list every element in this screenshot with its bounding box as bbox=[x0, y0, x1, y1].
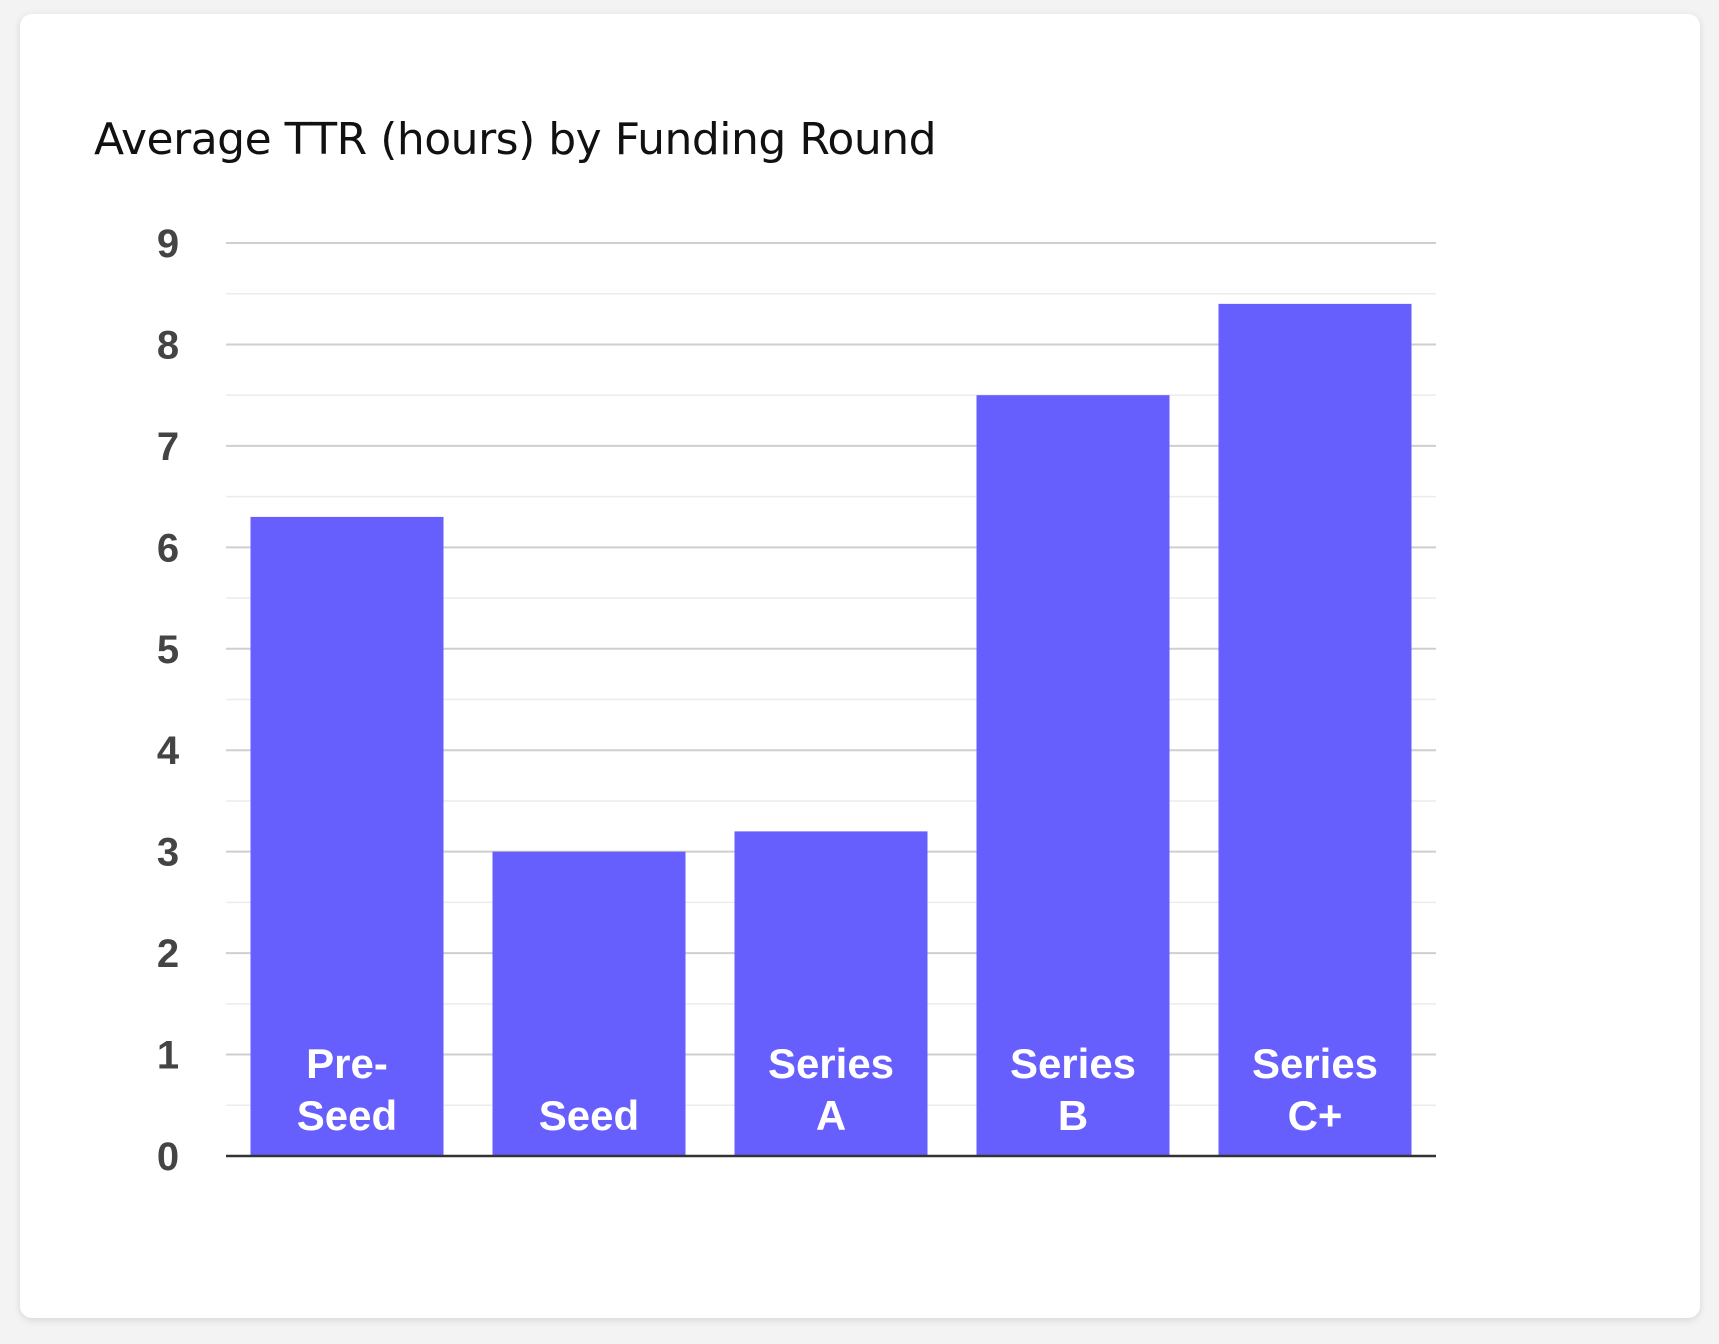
y-tick-label: 2 bbox=[157, 932, 179, 976]
bar bbox=[492, 851, 686, 1156]
category-label: Pre- bbox=[306, 1040, 388, 1087]
category-label: A bbox=[816, 1092, 846, 1139]
bars bbox=[250, 303, 1412, 1157]
chart-title: Average TTR (hours) by Funding Round bbox=[94, 114, 937, 165]
category-label: Seed bbox=[539, 1092, 639, 1139]
bar bbox=[976, 395, 1170, 1157]
category-label: Seed bbox=[297, 1092, 397, 1139]
y-tick-label: 7 bbox=[157, 425, 179, 469]
chart-card: Average TTR (hours) by Funding Round 0 1 2… bbox=[20, 14, 1700, 1318]
bar bbox=[1218, 303, 1412, 1156]
category-label: B bbox=[1058, 1092, 1088, 1139]
category-label: C+ bbox=[1288, 1092, 1343, 1139]
y-tick-label: 6 bbox=[157, 526, 179, 570]
bar-labels: Pre- Seed Seed Series A Series B Series C+ bbox=[297, 1040, 1378, 1139]
bar bbox=[250, 516, 444, 1156]
y-tick-label: 8 bbox=[157, 323, 179, 367]
bar bbox=[734, 831, 928, 1156]
bar-chart: 0 1 2 3 4 5 6 7 8 9 Pre- Seed Seed Series A Series B Ser… bbox=[157, 222, 1436, 1179]
y-tick-label: 1 bbox=[157, 1034, 179, 1078]
y-tick-label: 4 bbox=[157, 729, 180, 773]
y-axis-ticks: 0 1 2 3 4 5 6 7 8 9 bbox=[157, 222, 180, 1179]
category-label: Series bbox=[1010, 1040, 1136, 1087]
y-tick-label: 9 bbox=[157, 222, 179, 266]
y-tick-label: 0 bbox=[157, 1135, 179, 1179]
category-label: Series bbox=[768, 1040, 894, 1087]
category-label: Series bbox=[1252, 1040, 1378, 1087]
y-tick-label: 3 bbox=[157, 831, 179, 875]
y-tick-label: 5 bbox=[157, 628, 179, 672]
